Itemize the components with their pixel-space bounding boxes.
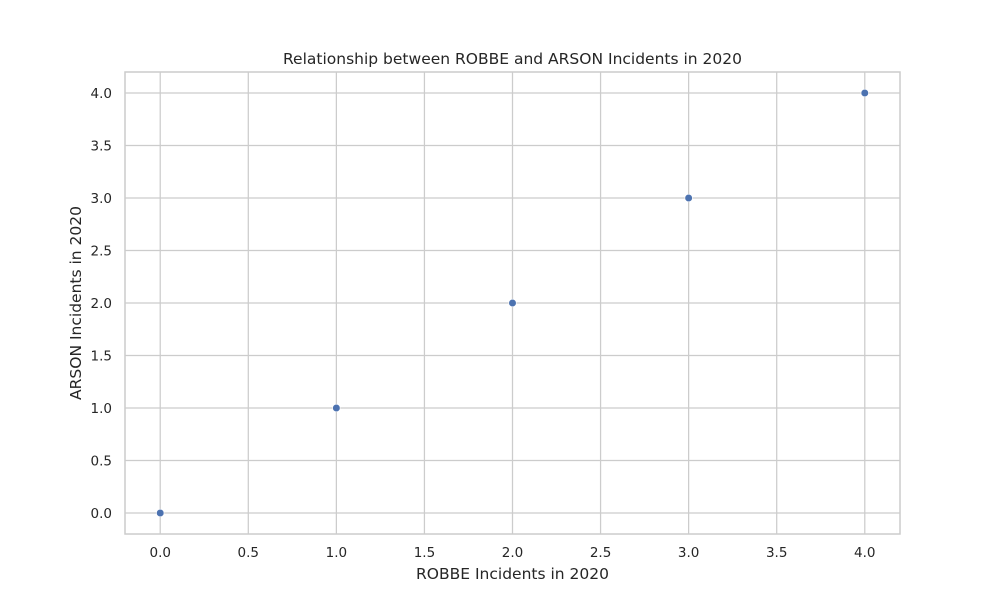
chart-title: Relationship between ROBBE and ARSON Inc… — [283, 50, 742, 68]
x-tick-label: 1.0 — [326, 545, 347, 561]
x-tick-label: 2.0 — [502, 545, 523, 561]
x-tick-label: 1.5 — [414, 545, 435, 561]
data-point — [156, 508, 165, 518]
y-tick-label: 2.5 — [91, 244, 112, 260]
data-points — [156, 88, 869, 518]
y-axis-label: ARSON Incidents in 2020 — [67, 206, 85, 400]
y-axis-ticks: 0.0 0.5 1.0 1.5 2.0 2.5 3.0 3.5 4.0 — [91, 86, 112, 522]
y-tick-label: 3.0 — [91, 191, 112, 207]
x-tick-label: 4.0 — [854, 545, 875, 561]
y-tick-label: 3.5 — [91, 139, 112, 155]
y-tick-label: 2.0 — [91, 296, 112, 312]
y-tick-label: 0.0 — [91, 506, 112, 522]
y-tick-label: 0.5 — [91, 454, 112, 470]
y-tick-label: 1.0 — [91, 401, 112, 417]
y-tick-label: 1.5 — [91, 349, 112, 365]
data-point — [860, 88, 869, 98]
x-tick-label: 0.5 — [238, 545, 259, 561]
plot-frame — [124, 71, 901, 535]
data-point — [332, 403, 341, 413]
data-point — [684, 193, 693, 203]
x-tick-label: 2.5 — [590, 545, 611, 561]
x-axis-label: ROBBE Incidents in 2020 — [416, 565, 609, 583]
data-point — [508, 298, 517, 308]
x-tick-label: 0.0 — [149, 545, 170, 561]
x-tick-label: 3.5 — [766, 545, 787, 561]
y-tick-label: 4.0 — [91, 86, 112, 102]
x-tick-label: 3.0 — [678, 545, 699, 561]
x-axis-ticks: 0.0 0.5 1.0 1.5 2.0 2.5 3.0 3.5 4.0 — [149, 545, 875, 561]
